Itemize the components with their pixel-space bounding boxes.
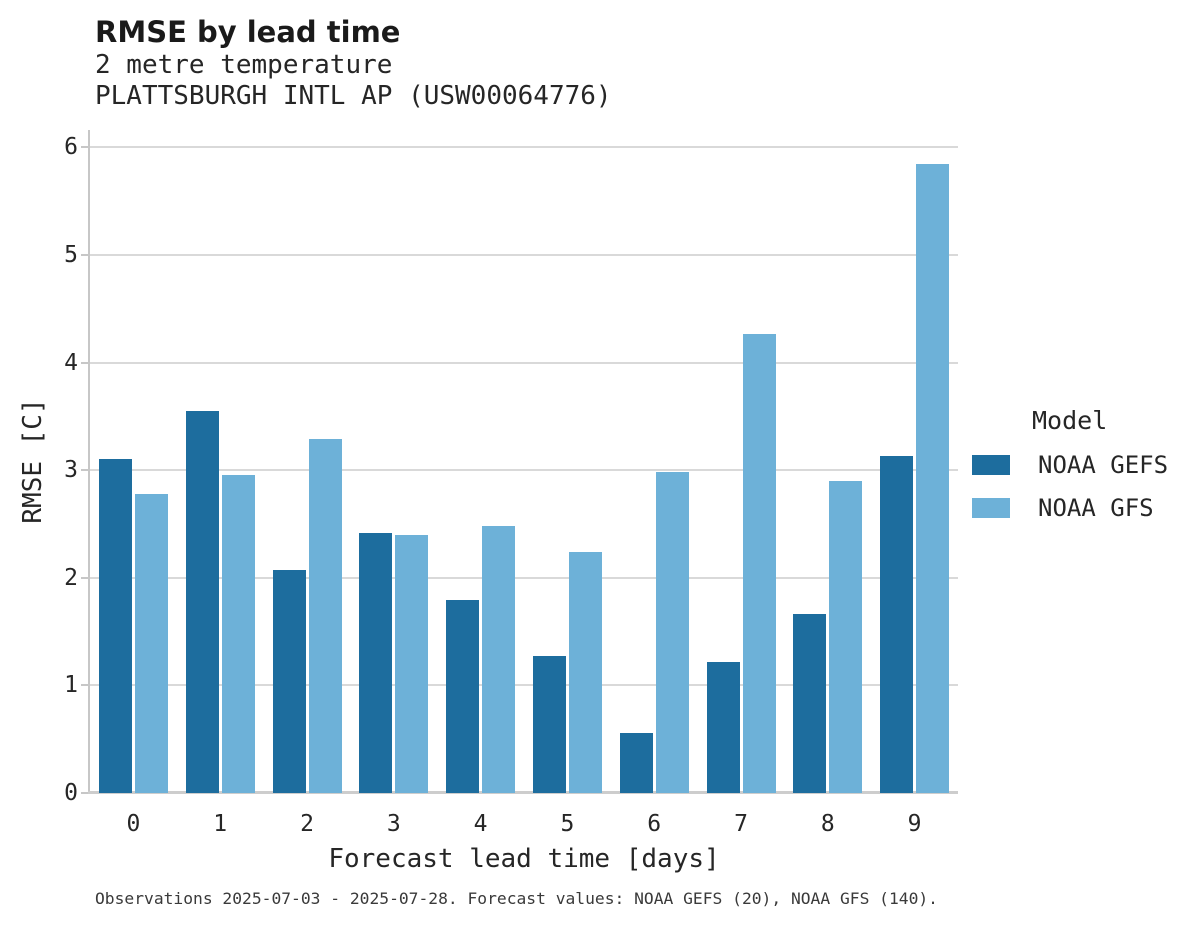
caption-text: Observations 2025-07-03 - 2025-07-28. Fo…: [95, 889, 938, 908]
legend-entry-gefs: NOAA GEFS: [972, 451, 1192, 479]
bar-noaa-gefs-lead6: [619, 732, 653, 793]
y-tick-label-1: 1: [64, 672, 78, 699]
x-tick-label-4: 4: [473, 811, 488, 837]
bar-noaa-gefs-lead4: [446, 600, 480, 793]
chart-header: RMSE by lead time 2 metre temperature PL…: [95, 14, 612, 112]
bar-noaa-gfs-lead2: [308, 439, 342, 793]
y-tick-label-3: 3: [64, 457, 78, 484]
x-tick-label-2: 2: [300, 811, 314, 837]
y-tick-mark-2: [81, 576, 88, 579]
bar-noaa-gfs-lead8: [829, 480, 863, 793]
x-axis-spine: [88, 791, 958, 794]
y-tick-mark-5: [81, 254, 88, 256]
x-tick-label-5: 5: [560, 811, 575, 837]
x-axis-title: Forecast lead time [days]: [328, 844, 720, 874]
y-tick-label-5: 5: [64, 242, 78, 268]
gridline-y6: [90, 146, 958, 149]
y-axis-spine: [88, 130, 90, 793]
plot-area: 0 1 2 3 4 5 6 0 1 2 3 4 5 6 7 8 9: [64, 130, 958, 837]
gridline-y2: [90, 576, 958, 579]
y-tick-label-6: 6: [64, 134, 78, 161]
bar-noaa-gefs-lead1: [185, 411, 219, 793]
gridline-y4: [90, 361, 958, 364]
bar-noaa-gefs-lead5: [532, 656, 566, 793]
bar-noaa-gefs-lead7: [706, 661, 740, 793]
bar-noaa-gfs-lead4: [482, 526, 516, 793]
legend-entry-gfs: NOAA GFS: [972, 494, 1192, 522]
bar-noaa-gfs-lead5: [568, 551, 602, 793]
bar-noaa-gefs-lead2: [272, 570, 306, 793]
x-tick-label-1: 1: [213, 811, 228, 837]
chart-subtitle-station: PLATTSBURGH INTL AP (USW00064776): [95, 81, 612, 111]
legend-label-gefs: NOAA GEFS: [1038, 451, 1169, 479]
legend-label-gfs: NOAA GFS: [1038, 494, 1154, 522]
bar-noaa-gfs-lead7: [742, 333, 776, 793]
bar-noaa-gfs-lead3: [395, 534, 429, 793]
bar-noaa-gefs-lead0: [98, 459, 132, 793]
bar-noaa-gfs-lead0: [134, 493, 168, 793]
y-tick-mark-4: [81, 361, 88, 364]
bar-noaa-gefs-lead8: [793, 614, 827, 793]
y-tick-mark-1: [81, 684, 88, 687]
x-tick-label-0: 0: [126, 811, 141, 837]
bar-noaa-gefs-lead9: [880, 456, 914, 793]
legend-swatch-gefs: [972, 455, 1010, 475]
y-tick-mark-0: [81, 792, 88, 794]
legend-swatch-gfs: [972, 498, 1010, 518]
legend-title: Model: [1032, 406, 1108, 435]
y-tick-label-0: 0: [64, 780, 78, 806]
x-tick-label-7: 7: [734, 811, 748, 837]
y-tick-label-2: 2: [64, 564, 78, 591]
y-tick-mark-3: [81, 469, 88, 472]
y-tick-mark-6: [81, 146, 88, 149]
bar-noaa-gfs-lead6: [655, 472, 689, 793]
x-tick-label-8: 8: [820, 811, 835, 837]
gridline-y1: [90, 684, 958, 687]
gridline-y5: [90, 254, 958, 256]
bar-noaa-gefs-lead3: [359, 532, 393, 793]
gridline-y3: [90, 469, 958, 472]
chart-title: RMSE by lead time: [95, 15, 401, 49]
bar-noaa-gfs-lead9: [916, 163, 950, 793]
x-tick-label-6: 6: [647, 811, 662, 837]
x-tick-label-3: 3: [386, 811, 401, 837]
x-tick-label-9: 9: [907, 811, 922, 837]
chart-subtitle-variable: 2 metre temperature: [95, 50, 393, 80]
legend: Model NOAA GEFS NOAA GFS: [972, 406, 1192, 522]
bar-noaa-gfs-lead1: [221, 474, 255, 793]
y-tick-label-4: 4: [64, 349, 78, 376]
